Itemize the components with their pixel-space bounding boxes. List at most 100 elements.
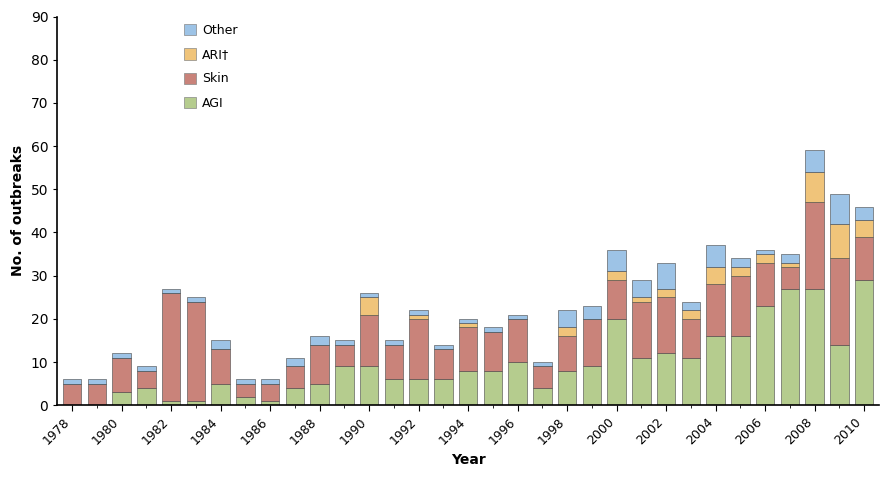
Bar [286, 366, 304, 388]
Bar [781, 254, 799, 263]
Bar [187, 297, 206, 302]
Bar [384, 345, 403, 379]
Bar [211, 384, 230, 405]
Bar [558, 327, 577, 336]
Y-axis label: No. of outbreaks: No. of outbreaks [11, 145, 25, 276]
Bar [409, 379, 428, 405]
Bar [682, 358, 700, 405]
Bar [607, 319, 626, 405]
Bar [459, 323, 477, 327]
Bar [261, 379, 279, 384]
Bar [854, 206, 873, 219]
Bar [756, 254, 774, 263]
Bar [483, 370, 502, 405]
Bar [830, 194, 848, 224]
Bar [805, 202, 824, 289]
Bar [607, 280, 626, 319]
Bar [830, 224, 848, 259]
Bar [781, 263, 799, 267]
Bar [434, 345, 453, 349]
Bar [311, 345, 329, 384]
Bar [187, 302, 206, 401]
Bar [508, 319, 527, 362]
Bar [657, 297, 676, 353]
Bar [286, 358, 304, 366]
Bar [583, 366, 601, 405]
Bar [137, 366, 156, 370]
Bar [533, 366, 552, 388]
Bar [162, 293, 181, 401]
Bar [384, 340, 403, 345]
Bar [336, 366, 353, 405]
Bar [731, 336, 749, 405]
Bar [459, 327, 477, 370]
Bar [854, 219, 873, 237]
Bar [682, 319, 700, 358]
Bar [87, 384, 106, 405]
Bar [830, 259, 848, 345]
Bar [508, 315, 527, 319]
Bar [336, 345, 353, 366]
Bar [360, 315, 378, 366]
Bar [657, 263, 676, 289]
Bar [854, 280, 873, 405]
Bar [781, 267, 799, 289]
Bar [137, 370, 156, 388]
Bar [756, 263, 774, 306]
Bar [112, 358, 131, 392]
Bar [731, 276, 749, 336]
Bar [583, 306, 601, 319]
Bar [756, 306, 774, 405]
Bar [336, 340, 353, 345]
Bar [112, 353, 131, 358]
Bar [87, 379, 106, 384]
Bar [360, 366, 378, 405]
Bar [731, 267, 749, 276]
Bar [632, 302, 651, 358]
Bar [533, 388, 552, 405]
Bar [682, 310, 700, 319]
Bar [483, 332, 502, 370]
Bar [261, 384, 279, 401]
Bar [657, 353, 676, 405]
Bar [632, 280, 651, 297]
Bar [632, 358, 651, 405]
Bar [756, 250, 774, 254]
Bar [805, 151, 824, 172]
Bar [63, 379, 82, 384]
Bar [63, 384, 82, 405]
Bar [409, 315, 428, 319]
Bar [162, 401, 181, 405]
Bar [434, 379, 453, 405]
Bar [558, 336, 577, 370]
Bar [830, 345, 848, 405]
Bar [483, 327, 502, 332]
Bar [781, 289, 799, 405]
Bar [805, 289, 824, 405]
Bar [384, 379, 403, 405]
Bar [707, 284, 724, 336]
X-axis label: Year: Year [450, 453, 485, 467]
Bar [409, 319, 428, 379]
Bar [707, 267, 724, 284]
Bar [112, 392, 131, 405]
Bar [854, 237, 873, 280]
Bar [558, 370, 577, 405]
Bar [211, 349, 230, 384]
Bar [236, 379, 255, 384]
Bar [286, 388, 304, 405]
Bar [409, 310, 428, 315]
Bar [558, 310, 577, 327]
Bar [682, 302, 700, 310]
Bar [632, 297, 651, 302]
Bar [459, 319, 477, 323]
Bar [211, 340, 230, 349]
Bar [607, 250, 626, 272]
Bar [583, 319, 601, 366]
Bar [137, 388, 156, 405]
Bar [360, 293, 378, 297]
Bar [311, 336, 329, 345]
Bar [707, 336, 724, 405]
Bar [236, 397, 255, 405]
Bar [533, 362, 552, 366]
